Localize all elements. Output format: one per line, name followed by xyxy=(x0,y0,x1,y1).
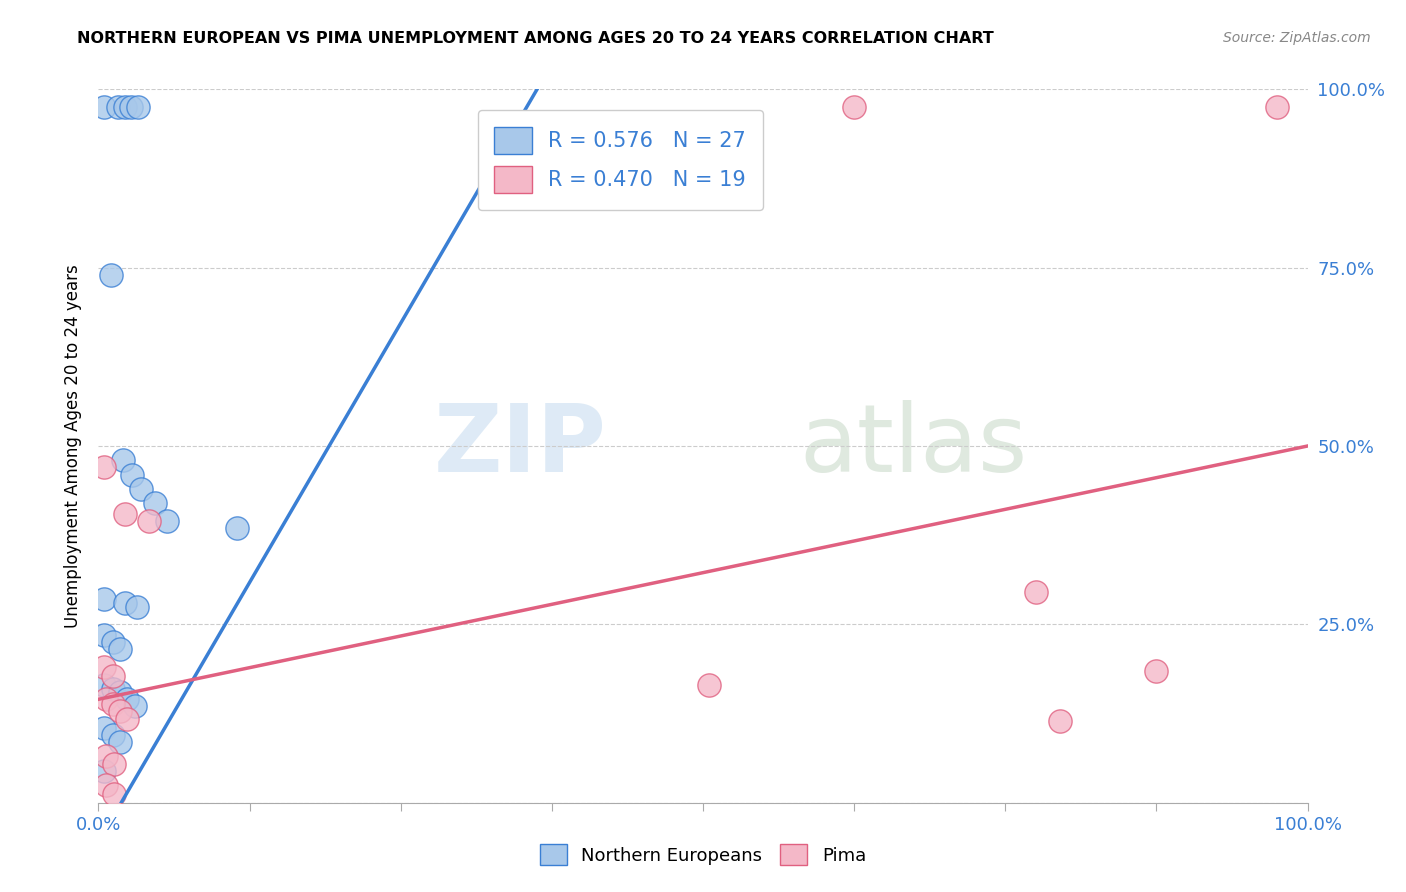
Point xyxy=(93,660,115,674)
Point xyxy=(103,756,125,771)
Point xyxy=(108,685,131,699)
Legend: R = 0.576   N = 27, R = 0.470   N = 19: R = 0.576 N = 27, R = 0.470 N = 19 xyxy=(478,111,763,210)
Point xyxy=(101,669,124,683)
Point xyxy=(138,514,160,528)
Point xyxy=(117,712,139,726)
Point xyxy=(111,453,134,467)
Point xyxy=(129,482,152,496)
Point xyxy=(101,681,124,696)
Point xyxy=(844,100,866,114)
Point xyxy=(114,100,136,114)
Point xyxy=(117,692,139,706)
Point xyxy=(156,514,179,528)
Y-axis label: Unemployment Among Ages 20 to 24 years: Unemployment Among Ages 20 to 24 years xyxy=(63,264,82,628)
Text: Source: ZipAtlas.com: Source: ZipAtlas.com xyxy=(1223,31,1371,45)
Point xyxy=(101,728,124,742)
Point xyxy=(93,678,115,692)
Point xyxy=(108,642,131,657)
Legend: Northern Europeans, Pima: Northern Europeans, Pima xyxy=(533,837,873,872)
Point xyxy=(94,692,117,706)
Point xyxy=(93,460,115,475)
Point xyxy=(121,467,143,482)
Text: atlas: atlas xyxy=(800,400,1028,492)
Point xyxy=(127,100,149,114)
Point xyxy=(93,100,115,114)
Point xyxy=(127,599,149,614)
Point xyxy=(1024,585,1046,599)
Point xyxy=(93,628,115,642)
Point xyxy=(108,705,131,719)
Point xyxy=(108,735,131,749)
Point xyxy=(101,635,124,649)
Point xyxy=(93,592,115,607)
Point xyxy=(120,100,142,114)
Point xyxy=(226,521,249,535)
Point xyxy=(103,787,125,801)
Point xyxy=(100,268,122,282)
Point xyxy=(1146,664,1168,678)
Text: NORTHERN EUROPEAN VS PIMA UNEMPLOYMENT AMONG AGES 20 TO 24 YEARS CORRELATION CHA: NORTHERN EUROPEAN VS PIMA UNEMPLOYMENT A… xyxy=(77,31,994,46)
Point xyxy=(94,778,117,792)
Point xyxy=(1267,100,1289,114)
Point xyxy=(101,698,124,712)
Point xyxy=(143,496,166,510)
Point xyxy=(94,749,117,764)
Point xyxy=(107,100,129,114)
Point xyxy=(93,721,115,735)
Point xyxy=(1049,714,1071,728)
Point xyxy=(114,596,136,610)
Point xyxy=(93,764,115,778)
Point xyxy=(124,699,146,714)
Text: ZIP: ZIP xyxy=(433,400,606,492)
Point xyxy=(697,678,720,692)
Point xyxy=(114,507,136,521)
